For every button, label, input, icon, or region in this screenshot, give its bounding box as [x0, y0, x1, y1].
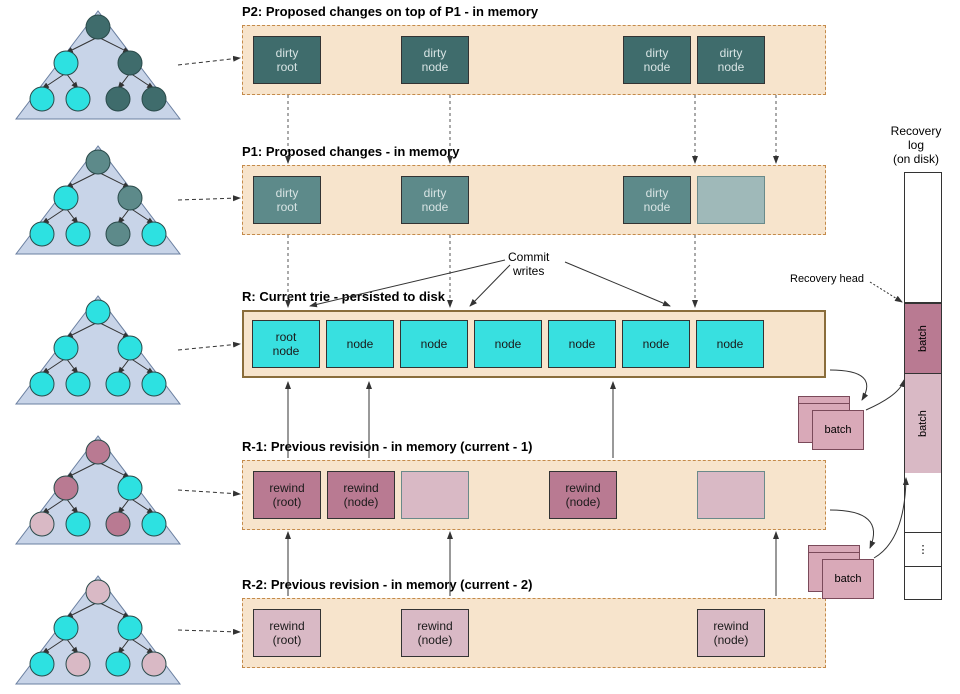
node-box [623, 609, 691, 657]
node-box: node [622, 320, 690, 368]
node-box: dirty node [623, 36, 691, 84]
node-box [401, 471, 469, 519]
row-rm2: rewind (root) rewind (node) rewind (node) [242, 598, 826, 668]
row-p1: dirty root dirty node dirty node [242, 165, 826, 235]
node-box: node [548, 320, 616, 368]
node-box [475, 36, 543, 84]
title-rm2: R-2: Previous revision - in memory (curr… [242, 577, 532, 592]
node-box: rewind (root) [253, 609, 321, 657]
title-p1: P1: Proposed changes - in memory [242, 144, 459, 159]
log-segment [905, 473, 941, 533]
log-segment: batch [905, 303, 941, 373]
node-box [327, 609, 395, 657]
node-box: dirty node [623, 176, 691, 224]
node-box [327, 176, 395, 224]
node-box [549, 609, 617, 657]
log-segment [905, 173, 941, 303]
node-box [475, 609, 543, 657]
node-box: dirty node [401, 36, 469, 84]
tree-1 [8, 140, 188, 260]
node-box [549, 176, 617, 224]
node-box: rewind (node) [327, 471, 395, 519]
title-p2: P2: Proposed changes on top of P1 - in m… [242, 4, 538, 19]
row-rm1: rewind (root)rewind (node)rewind (node) [242, 460, 826, 530]
node-box: dirty node [401, 176, 469, 224]
node-box [549, 36, 617, 84]
tree-2 [8, 290, 188, 410]
batch-stack-1: batch [798, 396, 870, 454]
batch-card: batch [812, 410, 864, 450]
node-box [623, 471, 691, 519]
recovery-log-title: Recovery log (on disk) [872, 124, 960, 166]
recovery-head-label: Recovery head [790, 273, 864, 285]
recovery-log: batchbatch ⋮ [904, 172, 942, 600]
batch-stack-2: batch [808, 545, 880, 603]
tree-4 [8, 570, 188, 690]
commit-writes-label: Commit writes [508, 250, 549, 278]
row-r: root nodenodenodenodenodenodenode [242, 310, 826, 378]
node-box: node [326, 320, 394, 368]
node-box: dirty root [253, 176, 321, 224]
row-p2: dirty rootdirty nodedirty nodedirty node [242, 25, 826, 95]
node-box [697, 176, 765, 224]
log-segment: batch [905, 373, 941, 473]
node-box: root node [252, 320, 320, 368]
title-rm1: R-1: Previous revision - in memory (curr… [242, 439, 532, 454]
node-box [697, 471, 765, 519]
title-r: R: Current trie - persisted to disk [242, 289, 445, 304]
node-box: rewind (root) [253, 471, 321, 519]
node-box: dirty root [253, 36, 321, 84]
node-box: rewind (node) [549, 471, 617, 519]
node-box [475, 471, 543, 519]
tree-3 [8, 430, 188, 550]
node-box: rewind (node) [401, 609, 469, 657]
node-box: dirty node [697, 36, 765, 84]
node-box: node [400, 320, 468, 368]
node-box [327, 36, 395, 84]
node-box [475, 176, 543, 224]
node-box: node [474, 320, 542, 368]
batch-card: batch [822, 559, 874, 599]
node-box: rewind (node) [697, 609, 765, 657]
tree-0 [8, 5, 188, 125]
node-box: node [696, 320, 764, 368]
log-segment: ⋮ [905, 533, 941, 567]
